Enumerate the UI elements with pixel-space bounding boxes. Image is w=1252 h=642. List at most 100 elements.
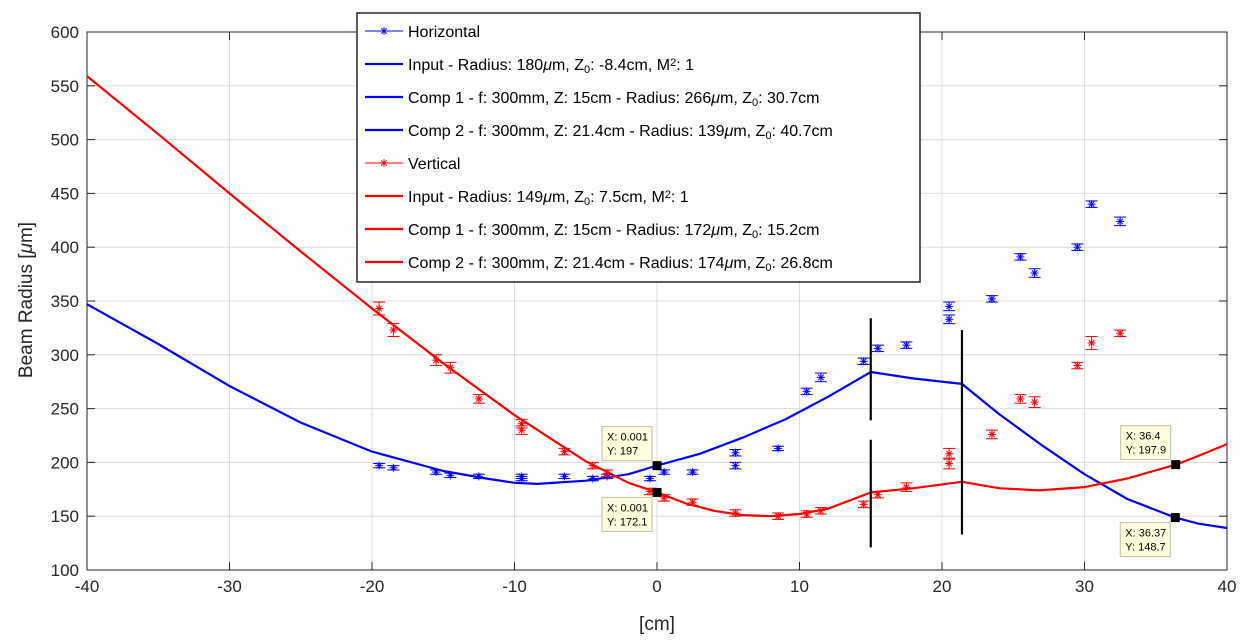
star-marker [731, 448, 740, 457]
star-marker [774, 512, 783, 521]
y-tick-label: 150 [51, 507, 79, 526]
data-point-horizontal_measured [1028, 268, 1041, 278]
legend-label-part: μ [542, 189, 552, 206]
star-marker [859, 357, 868, 366]
data-point-horizontal_measured [729, 448, 742, 457]
star-marker [1016, 252, 1025, 261]
star-marker [1087, 200, 1096, 209]
star-marker [802, 387, 811, 396]
y-axis-label-part: m] [16, 222, 37, 243]
x-tick-label: -20 [360, 577, 385, 596]
star-marker [517, 426, 526, 435]
data-point-horizontal_measured [1085, 200, 1098, 209]
y-axis-label-part: Beam Radius [ [16, 253, 37, 378]
data-point-vertical_measured [1028, 396, 1041, 409]
legend-label-part: Comp 1 - f: 300mm, Z: 15cm - Radius: 172 [408, 222, 711, 239]
star-marker [560, 447, 569, 456]
data-point-vertical_measured [814, 506, 827, 515]
star-marker [945, 449, 954, 458]
legend-label-part: Input - Radius: 180 [408, 57, 543, 74]
data-point-vertical_measured [1071, 361, 1084, 370]
y-tick-label: 450 [51, 184, 79, 203]
data-point-vertical_measured [871, 490, 884, 499]
star-stroke [945, 316, 953, 323]
star-marker [1116, 329, 1125, 338]
star-stroke [1088, 201, 1095, 208]
legend-label: Vertical [408, 156, 460, 173]
star-stroke [945, 303, 953, 310]
datatip-text: X: 36.4 [1126, 431, 1161, 443]
star-stroke [874, 345, 882, 352]
data-point-vertical_measured [985, 429, 998, 440]
series-line-horizontal_comp1 [656, 370, 963, 467]
star-stroke [1017, 395, 1024, 403]
star-stroke [390, 326, 397, 334]
star-stroke [390, 464, 397, 471]
star-marker [1030, 269, 1039, 278]
data-point-vertical_measured [1014, 394, 1027, 404]
legend-label-part: m, Z [720, 222, 752, 239]
data-point-vertical_measured [387, 323, 400, 338]
star-stroke [860, 501, 867, 508]
legend-entry-horizontal_comp1: Comp 1 - f: 300mm, Z: 15cm - Radius: 266… [365, 90, 819, 109]
data-point-horizontal_measured [871, 344, 884, 353]
star-marker [688, 498, 697, 507]
star-stroke [447, 364, 454, 371]
legend-label-part: 0 [584, 196, 590, 208]
legend-label-part: Comp 2 - f: 300mm, Z: 21.4cm - Radius: 1… [408, 123, 725, 140]
legend-entry-vertical_comp2: Comp 2 - f: 300mm, Z: 21.4cm - Radius: 1… [365, 255, 833, 274]
star-marker [731, 461, 740, 470]
legend-label-part: 2 [665, 189, 671, 201]
star-marker [1073, 243, 1082, 252]
x-tick-label: 10 [790, 577, 809, 596]
datatip-text: X: 0.001 [607, 432, 648, 444]
legend-label-part: 0 [752, 229, 758, 241]
datatip-box [1120, 425, 1172, 461]
legend-entry-vertical_comp1: Comp 1 - f: 300mm, Z: 15cm - Radius: 172… [365, 222, 819, 241]
star-stroke [475, 395, 483, 403]
data-point-vertical_measured [857, 500, 870, 509]
y-tick-label: 500 [51, 131, 79, 150]
data-point-horizontal_measured [643, 474, 656, 483]
star-marker [945, 459, 954, 468]
y-tick-label: 600 [51, 23, 79, 42]
star-marker [731, 508, 740, 517]
star-stroke [1088, 339, 1095, 347]
legend-label-part: m, Z [552, 189, 584, 206]
legend-label-part: : 1 [676, 57, 694, 74]
datatip-text: Y: 148.7 [1125, 542, 1165, 554]
star-stroke [903, 341, 910, 349]
star-stroke [1116, 330, 1124, 337]
legend-label-part: Input - Radius: 149 [408, 189, 543, 206]
data-point-vertical_measured [472, 394, 485, 404]
legend-label: Input - Radius: 149μm, Z0: 7.5cm, M2: 1 [408, 189, 689, 209]
star-stroke [1074, 362, 1081, 369]
star-marker [945, 302, 954, 311]
star-marker [375, 461, 384, 470]
x-tick-label: -40 [75, 577, 100, 596]
star-marker [1073, 361, 1082, 370]
star-stroke [475, 473, 483, 480]
data-point-vertical_measured [729, 508, 742, 517]
star-stroke [689, 499, 696, 506]
data-point-vertical_measured [444, 361, 457, 374]
legend-box [356, 12, 921, 283]
legend-label-part: 2 [670, 57, 676, 69]
legend-label-part: 0 [752, 97, 758, 109]
data-point-vertical_measured [558, 447, 571, 456]
star-marker [816, 373, 825, 382]
legend-label: Comp 1 - f: 300mm, Z: 15cm - Radius: 266… [408, 90, 819, 109]
star-stroke [803, 510, 810, 518]
star-marker [945, 315, 954, 324]
star-marker [688, 468, 697, 477]
star-stroke [646, 488, 654, 495]
star-marker [987, 430, 996, 439]
data-point-horizontal_measured [586, 474, 599, 483]
datatip-text: Y: 197.9 [1126, 445, 1166, 457]
star-stroke [1031, 269, 1038, 277]
star-stroke [689, 468, 696, 476]
star-stroke [774, 445, 782, 452]
data-point-horizontal_measured [1071, 243, 1084, 252]
star-stroke [375, 462, 383, 469]
